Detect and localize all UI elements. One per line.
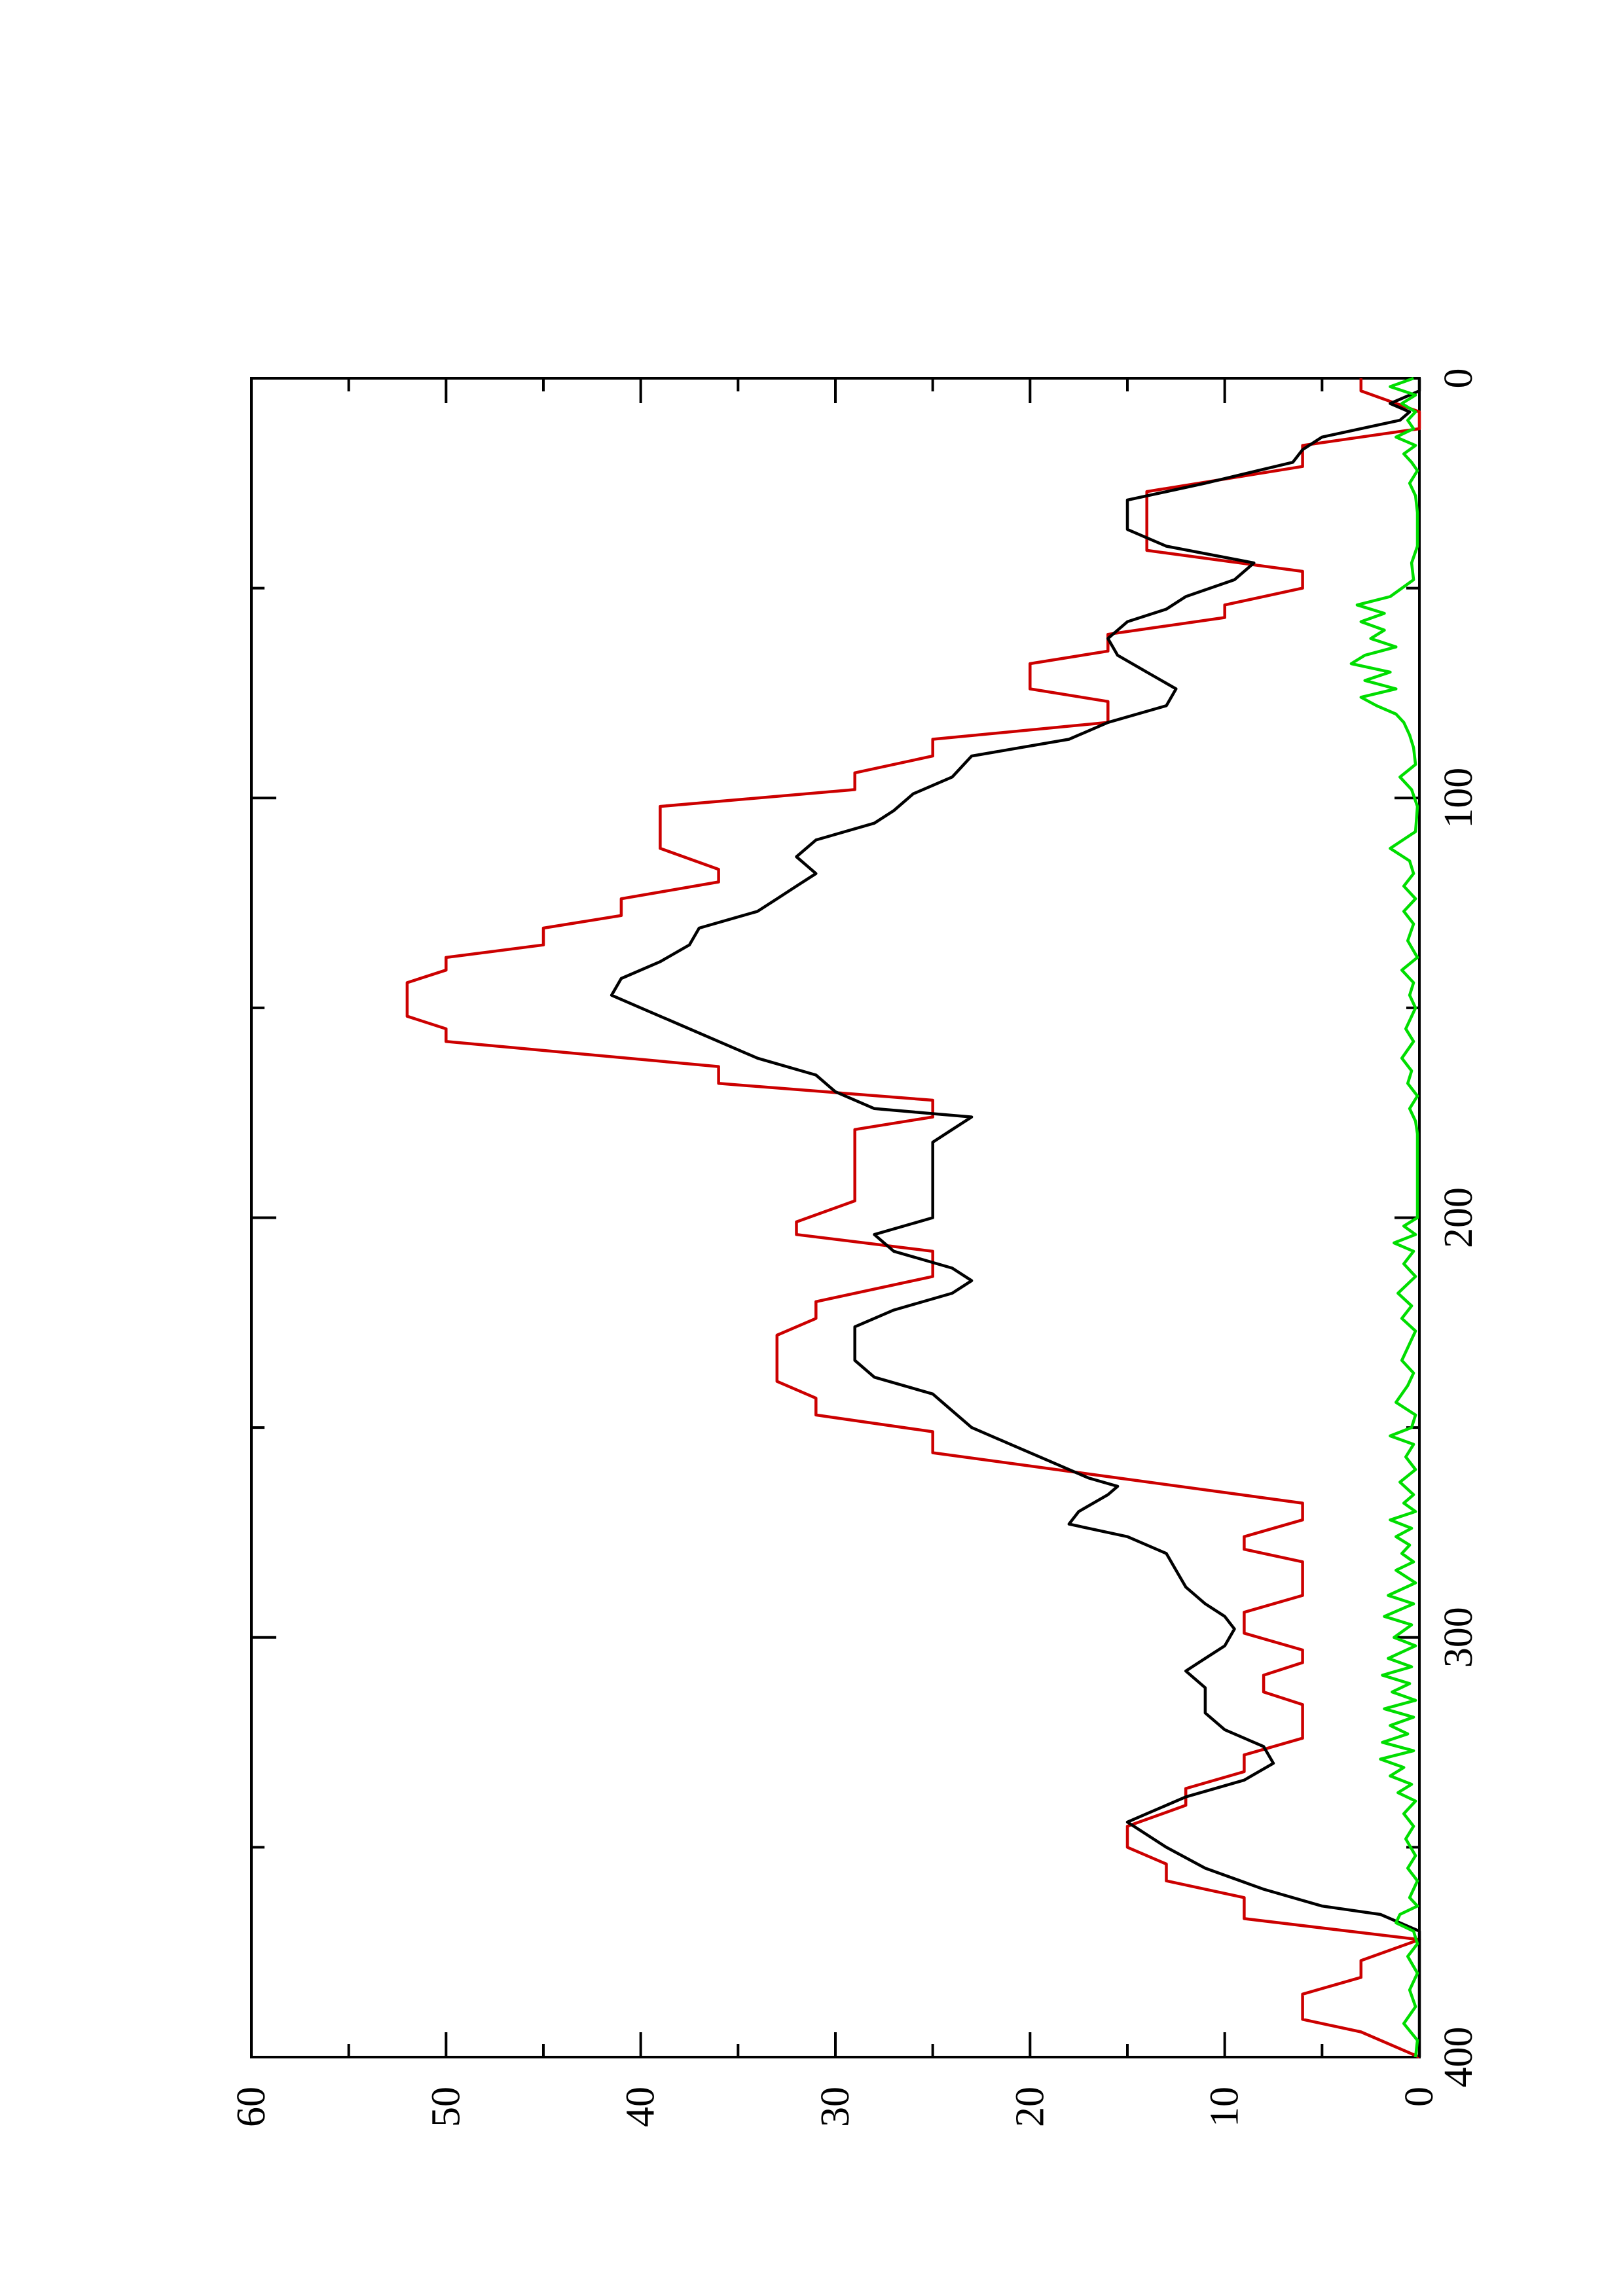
x-tick-label: 300: [1436, 1607, 1481, 1668]
x-tick-label: 100: [1436, 768, 1481, 829]
x-tick-label: 0: [1436, 368, 1481, 389]
series-line-2: [610, 378, 1421, 2057]
ticks-group: [250, 377, 1421, 2058]
y-tick-label: 30: [813, 2087, 858, 2127]
plot-frame-group: [250, 377, 1421, 2058]
y-tick-label: 10: [1203, 2087, 1247, 2127]
y-tick-label: 20: [1008, 2087, 1052, 2127]
y-tick-label: 40: [619, 2087, 663, 2127]
series-line-1: [405, 378, 1421, 2059]
series-group: [405, 376, 1421, 2059]
plot-frame: [250, 377, 1421, 2058]
y-tick-label: 50: [424, 2087, 468, 2127]
x-tick-label: 400: [1436, 2027, 1481, 2088]
series-line-3: [1349, 376, 1419, 2058]
y-tick-label: 0: [1397, 2087, 1442, 2107]
y-tick-label: 60: [229, 2087, 274, 2127]
x-tick-label: 200: [1436, 1187, 1481, 1248]
